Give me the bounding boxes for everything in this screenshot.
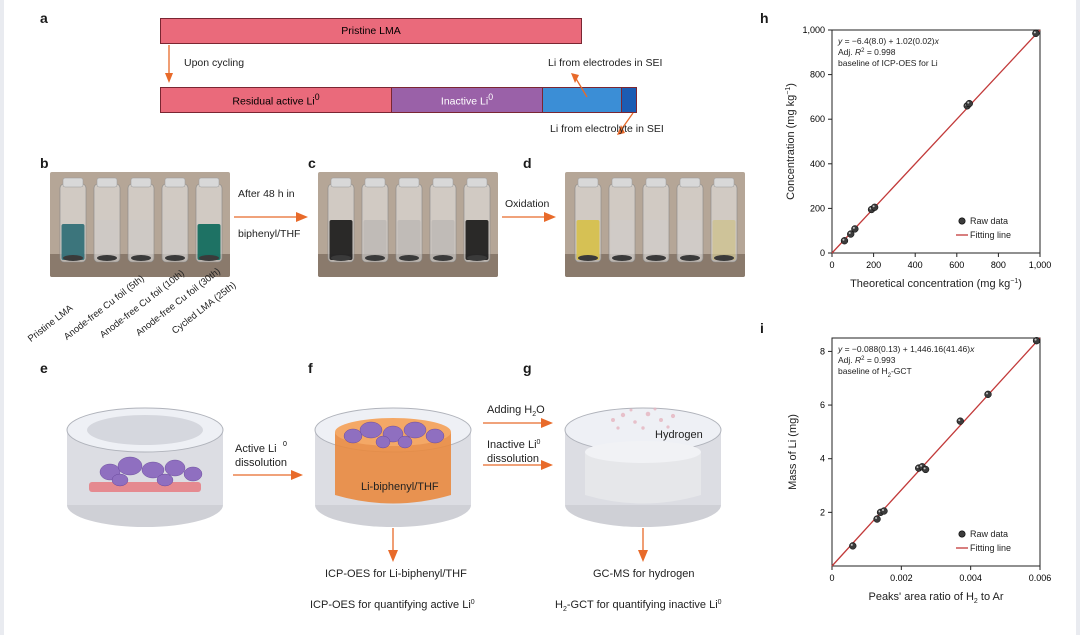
vessel-f: Li-biphenyl/THF — [315, 408, 471, 527]
sei-electrode-text: Li from electrodes in SEI — [548, 57, 662, 69]
after48h-line1: After 48 h in — [238, 188, 295, 200]
svg-text:y = −0.088(0.13) + 1,446.16(41: y = −0.088(0.13) + 1,446.16(41.46)x — [837, 344, 975, 354]
svg-text:Active Li: Active Li — [235, 443, 277, 455]
svg-text:Fitting line: Fitting line — [970, 230, 1011, 240]
svg-text:600: 600 — [810, 114, 825, 124]
chart-h: 0 200 400 600 800 1,000 0 200 400 600 800 1,000 Theo… — [780, 22, 1050, 297]
vial-labels: Pristine LMAAnode-free Cu foil (5th)Anod… — [36, 278, 296, 368]
svg-text:0: 0 — [283, 441, 287, 448]
svg-text:400: 400 — [908, 260, 923, 270]
svg-text:Li-biphenyl/THF: Li-biphenyl/THF — [361, 481, 439, 493]
panel-label-d: d — [523, 155, 532, 171]
svg-text:Concentration (mg kg−1): Concentration (mg kg−1) — [785, 83, 797, 200]
inactive-bar: Inactive Li0 — [392, 87, 543, 113]
after48h-line2: biphenyl/THF — [238, 228, 300, 240]
svg-text:y = −6.4(8.0) + 1.02(0.02)x: y = −6.4(8.0) + 1.02(0.02)x — [837, 36, 940, 46]
chart-i: 0 0.002 0.004 0.006 2 4 6 8 Peaks' area ratio of… — [780, 330, 1050, 610]
svg-text:Adj. R2 = 0.993: Adj. R2 = 0.993 — [838, 355, 896, 365]
panel-efg: Active Li 0 dissolution Li-biphenyl/THF — [45, 390, 755, 620]
svg-text:dissolution: dissolution — [235, 457, 287, 469]
svg-text:0: 0 — [829, 573, 834, 583]
svg-text:800: 800 — [991, 260, 1006, 270]
svg-text:200: 200 — [866, 260, 881, 270]
svg-text:1,000: 1,000 — [1029, 260, 1052, 270]
svg-text:GC-MS for hydrogen: GC-MS for hydrogen — [593, 568, 694, 580]
svg-text:600: 600 — [949, 260, 964, 270]
vessel-e — [67, 408, 223, 527]
svg-text:Hydrogen: Hydrogen — [655, 429, 703, 441]
svg-text:Raw data: Raw data — [970, 529, 1008, 539]
pristine-lma-text: Pristine LMA — [341, 25, 401, 37]
svg-text:H2-GCT for quantifying inactiv: H2-GCT for quantifying inactive Li0 — [555, 599, 722, 613]
svg-text:ICP-OES for quantifying active: ICP-OES for quantifying active Li0 — [310, 599, 475, 611]
panel-label-g: g — [523, 360, 532, 376]
svg-text:400: 400 — [810, 159, 825, 169]
svg-text:Inactive Li0: Inactive Li0 — [487, 439, 541, 451]
svg-text:Adj. R2 = 0.998: Adj. R2 = 0.998 — [838, 47, 896, 57]
svg-text:800: 800 — [810, 70, 825, 80]
svg-text:200: 200 — [810, 203, 825, 213]
residual-bar: Residual active Li0 — [160, 87, 392, 113]
svg-text:8: 8 — [820, 346, 825, 356]
panel-label-h: h — [760, 10, 769, 26]
svg-text:0.006: 0.006 — [1029, 573, 1052, 583]
panel-label-a: a — [40, 10, 48, 26]
svg-text:6: 6 — [820, 400, 825, 410]
svg-text:Theoretical concentration (mg: Theoretical concentration (mg kg−1) — [850, 278, 1022, 290]
sei-electrolyte-text: Li from electrolyte in SEI — [550, 123, 664, 135]
svg-text:2: 2 — [820, 507, 825, 517]
residual-text: Residual active Li0 — [232, 92, 319, 108]
svg-text:Adding H2O: Adding H2O — [487, 404, 545, 418]
panel-label-b: b — [40, 155, 49, 171]
svg-text:0: 0 — [829, 260, 834, 270]
photo-b — [50, 172, 230, 277]
upon-cycling-arrow — [163, 43, 183, 85]
svg-text:ICP-OES for Li-biphenyl/THF: ICP-OES for Li-biphenyl/THF — [325, 568, 467, 580]
svg-text:Fitting line: Fitting line — [970, 543, 1011, 553]
svg-text:baseline of H2-GCT: baseline of H2-GCT — [838, 366, 912, 379]
svg-text:1,000: 1,000 — [802, 25, 825, 35]
vessel-g: Hydrogen — [565, 408, 721, 528]
panel-label-c: c — [308, 155, 316, 171]
arrow-b-to-c — [232, 208, 312, 226]
upon-cycling-text: Upon cycling — [184, 57, 244, 69]
svg-text:dissolution: dissolution — [487, 453, 539, 465]
panel-label-f: f — [308, 360, 313, 376]
svg-text:0: 0 — [820, 248, 825, 258]
photo-d — [565, 172, 745, 277]
photo-c — [318, 172, 498, 277]
svg-text:Mass of Li (mg): Mass of Li (mg) — [787, 414, 799, 490]
svg-text:0.004: 0.004 — [959, 573, 982, 583]
svg-text:Peaks' area ratio of H2 to Ar: Peaks' area ratio of H2 to Ar — [868, 591, 1003, 605]
panel-a-schematic: Pristine LMA Upon cycling Residual activ… — [130, 15, 690, 135]
svg-text:Raw data: Raw data — [970, 216, 1008, 226]
svg-text:0.002: 0.002 — [890, 573, 913, 583]
inactive-text: Inactive Li0 — [441, 92, 493, 108]
svg-text:4: 4 — [820, 454, 825, 464]
pristine-lma-bar: Pristine LMA — [160, 18, 582, 44]
svg-text:baseline of ICP-OES for Li: baseline of ICP-OES for Li — [838, 58, 938, 68]
panel-label-i: i — [760, 320, 764, 336]
figure-container: a b c d e f g h i Pristine LMA Upon cycl… — [40, 10, 1060, 630]
arrow-c-to-d — [500, 208, 560, 226]
